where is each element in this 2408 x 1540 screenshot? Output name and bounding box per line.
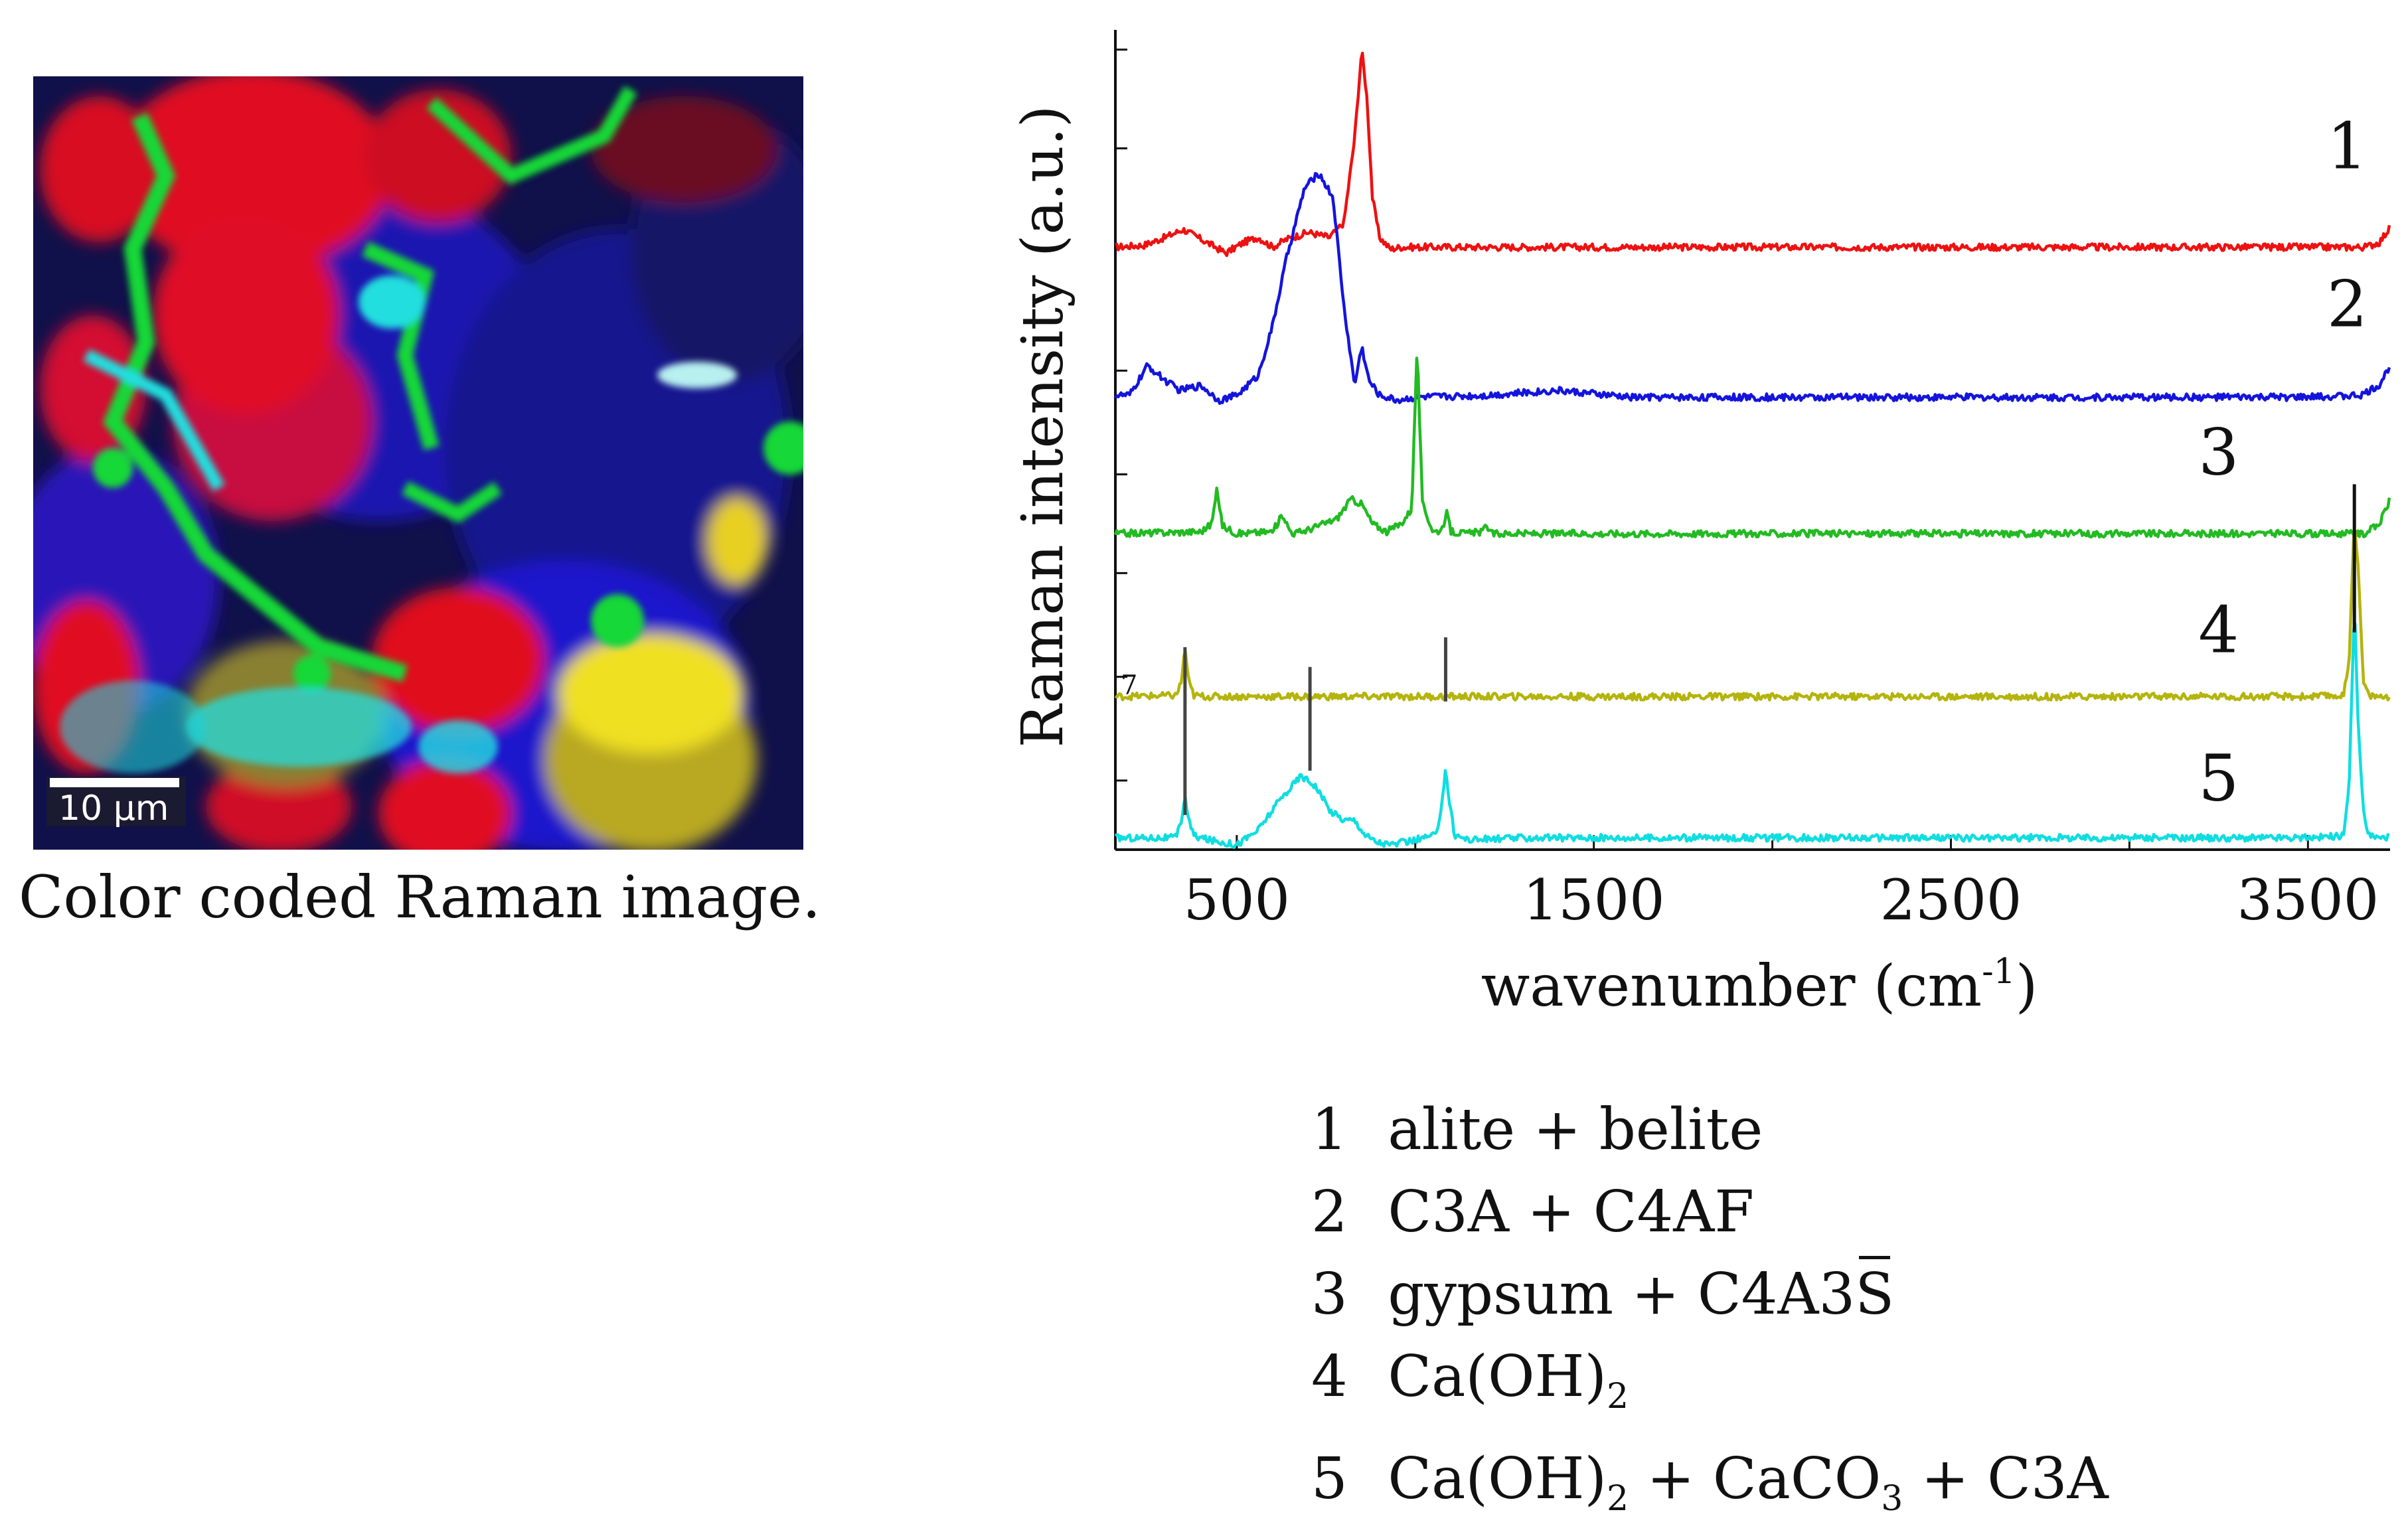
legend-row-2: 2 C3A + C4AF — [1311, 1171, 2109, 1253]
raman-spectra-chart: 500 1500 2500 3500 wavenumber (cm-1) Raman in… — [1010, 30, 2391, 1020]
legend-subscript: 2 — [1607, 1479, 1629, 1519]
legend-row-5: 5 Ca(OH)2 + CaCO3 + C3A — [1311, 1438, 2109, 1540]
legend-overline-s: S — [1855, 1261, 1895, 1328]
legend-text: gypsum + C4A3 — [1388, 1261, 1856, 1328]
legend-text: alite + belite — [1388, 1097, 1763, 1163]
image-caption: Color coded Raman image. — [19, 863, 821, 931]
legend-number: 3 — [1311, 1261, 1348, 1328]
x-tick-label: 1500 — [1523, 868, 1665, 933]
series-line-2 — [1114, 172, 2391, 405]
series-label: 5 — [2198, 741, 2239, 816]
series-line-4 — [1114, 529, 2391, 702]
scale-bar-label: 10 µm — [58, 789, 169, 828]
legend-text: Ca(OH) — [1388, 1446, 1607, 1512]
legend-number: 2 — [1311, 1179, 1348, 1245]
series-label: 4 — [2198, 593, 2239, 667]
x-tick-label: 3500 — [2237, 868, 2379, 933]
legend-number: 4 — [1311, 1344, 1348, 1410]
legend-text: C3A + C4AF — [1388, 1179, 1754, 1245]
series-line-5 — [1114, 622, 2390, 849]
x-tick-label: 500 — [1184, 868, 1290, 933]
raman-image: 10 µm — [33, 76, 803, 850]
legend-subscript: 2 — [1607, 1377, 1629, 1417]
x-tick-label: 2500 — [1880, 868, 2022, 933]
legend-text: + CaCO — [1629, 1446, 1882, 1512]
x-axis-label: wavenumber (cm-1) — [1481, 952, 2038, 1020]
legend-row-3: 3 gypsum + C4A3S — [1311, 1253, 2109, 1336]
series-line-3 — [1113, 356, 2391, 539]
legend-row-4: 4 Ca(OH)2 — [1311, 1336, 2109, 1438]
y-axis-label: Raman intensity (a.u.) — [1010, 106, 1076, 748]
series-label: 1 — [2327, 109, 2368, 183]
legend-text: Ca(OH) — [1388, 1344, 1607, 1410]
legend-subscript: 3 — [1881, 1479, 1903, 1519]
series-line-1 — [1115, 51, 2391, 258]
legend-text: + C3A — [1903, 1446, 2109, 1512]
series-label: 3 — [2198, 416, 2239, 490]
legend-number: 5 — [1311, 1446, 1348, 1512]
phase-legend: 1 alite + belite 2 C3A + C4AF 3 gypsum +… — [1311, 1089, 2109, 1540]
series-label: 2 — [2327, 267, 2368, 341]
legend-row-1: 1 alite + belite — [1311, 1089, 2109, 1171]
legend-number: 1 — [1311, 1097, 1348, 1163]
